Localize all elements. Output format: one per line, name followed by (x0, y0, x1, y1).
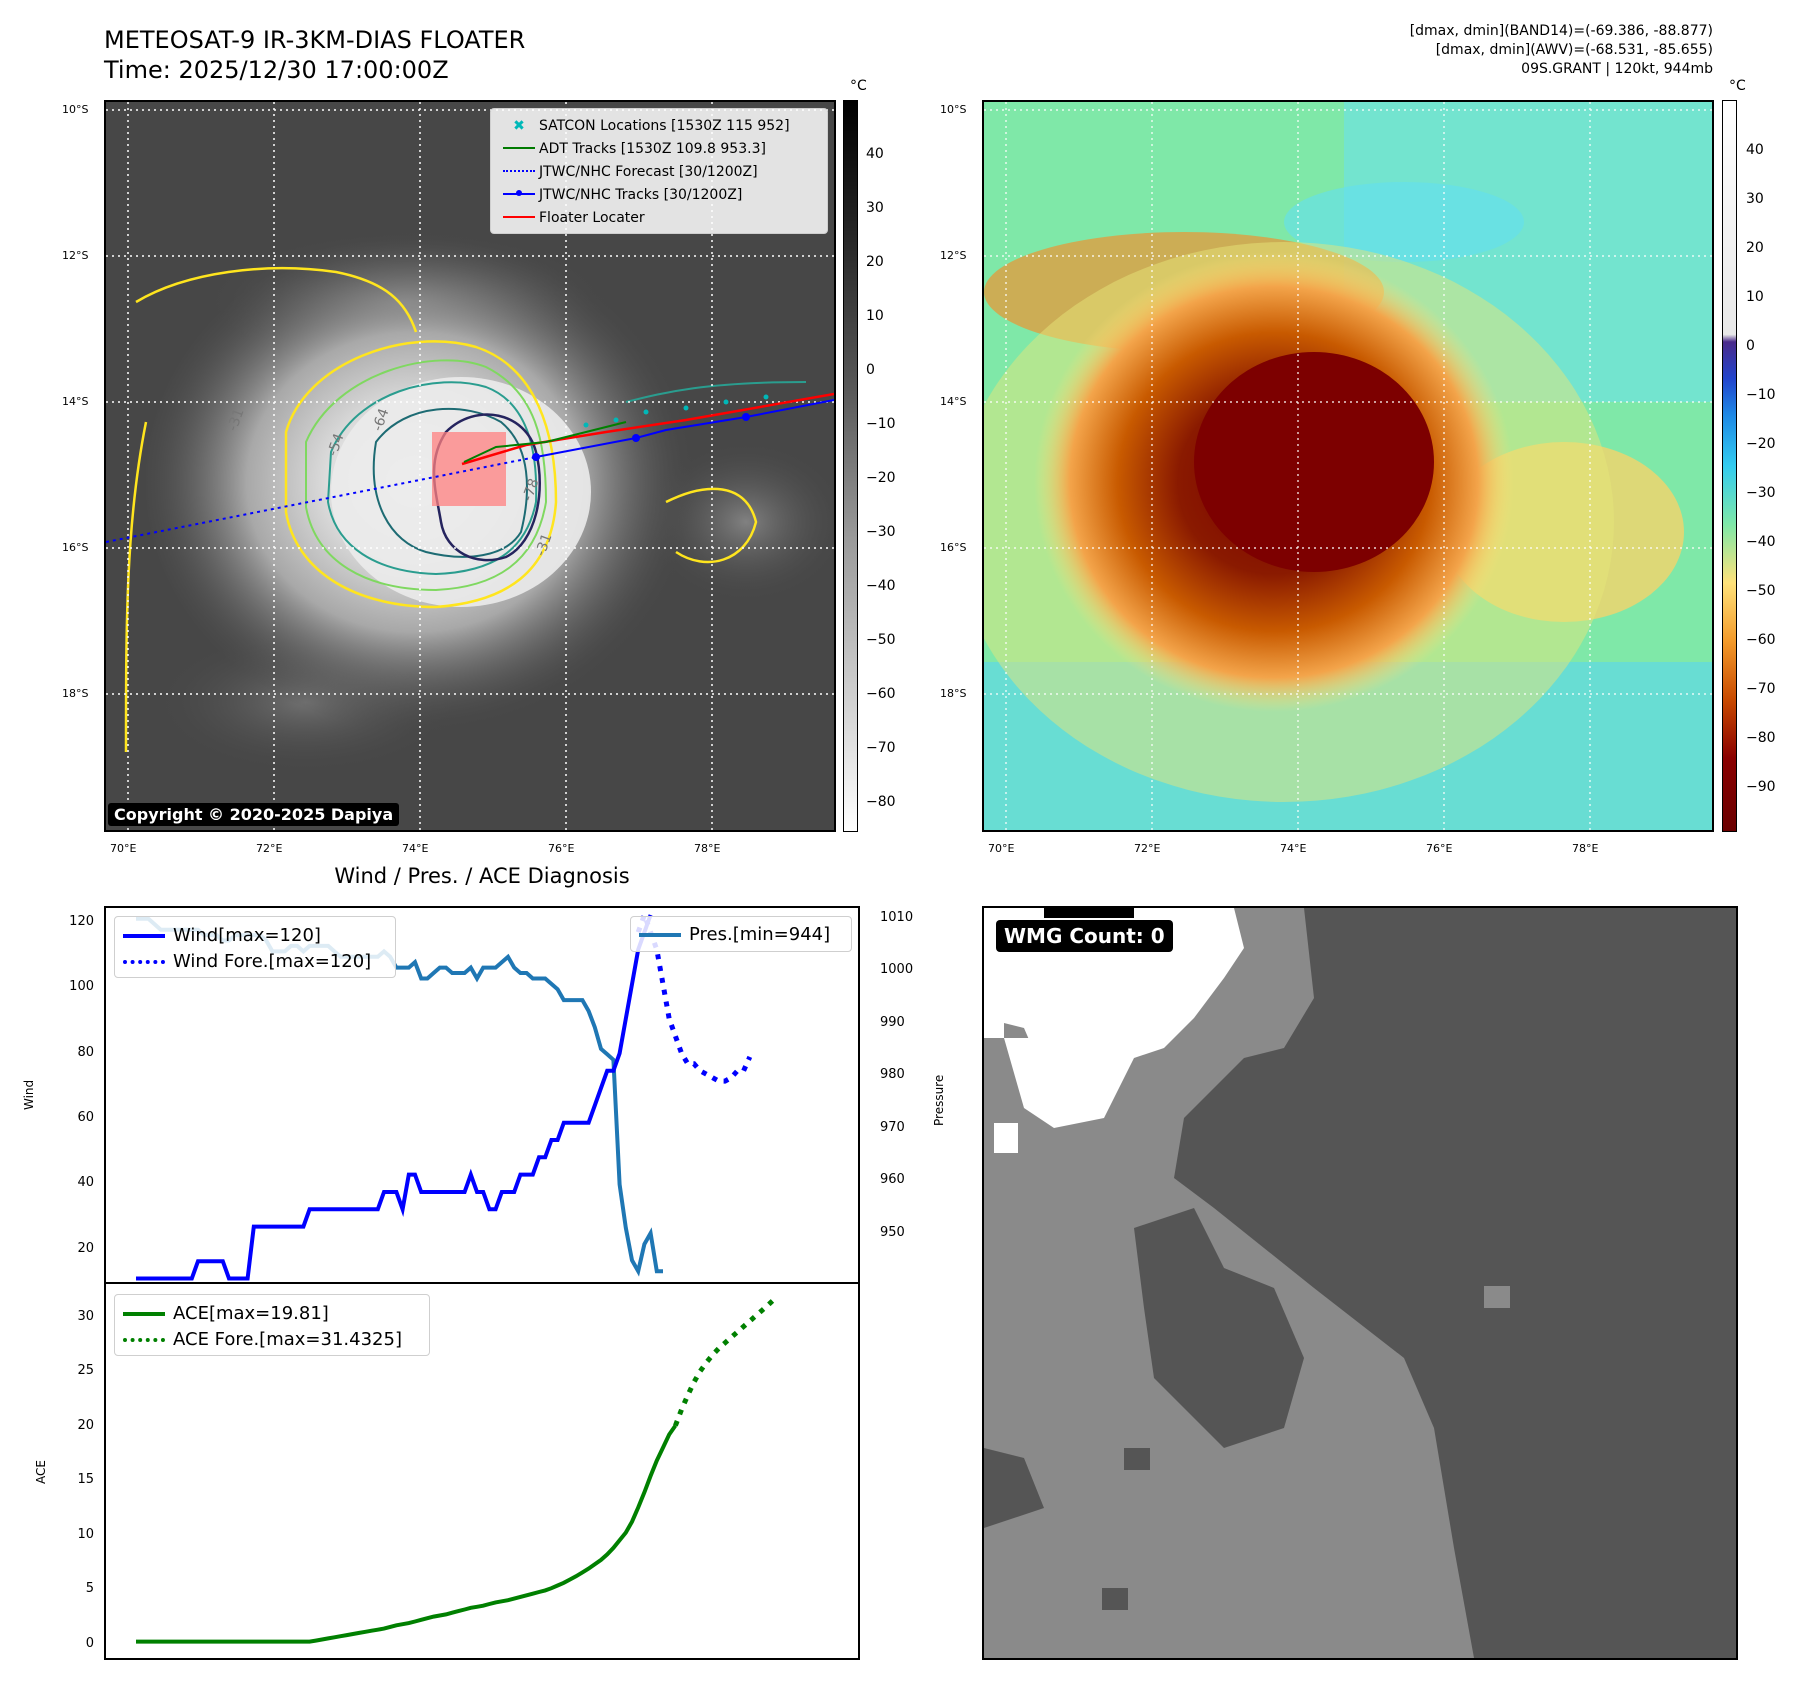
awv-colorbar-unit: °C (1729, 78, 1746, 94)
ace-line-icon (123, 1312, 165, 1316)
svg-text:-78: -78 (520, 476, 543, 503)
legend-ace-fore: ACE Fore.[max=31.4325] (123, 1327, 402, 1353)
adt-track (463, 421, 627, 463)
ir-lat-label: 12°S (62, 249, 89, 262)
svg-text:-31: -31 (533, 531, 556, 558)
ace-series-line (136, 1424, 678, 1644)
ir-lat-label: 16°S (62, 541, 89, 554)
awv-lon-label: 76°E (1426, 842, 1453, 855)
ace-y-ticks: 30 25 20 15 10 5 0 (77, 1309, 94, 1651)
legend-ace: ACE[max=19.81] (123, 1301, 402, 1327)
awv-colorbar-ticks: 40 30 20 10 0 −10 −20 −30 −40 −50 −60 −7… (1746, 142, 1776, 795)
awv-lat-label: 12°S (940, 249, 967, 262)
floater-locater-track (461, 392, 834, 466)
wmg-image (984, 908, 1736, 1658)
ace-y-label: ACE (34, 1460, 48, 1484)
ir-lon-label: 76°E (548, 842, 575, 855)
wind-fore-line-icon (123, 960, 165, 964)
ir-legend: ✖ SATCON Locations [1530Z 115 952] ADT Tr… (490, 108, 828, 234)
band14-range: [dmax, dmin](BAND14)=(-69.386, -88.877) (1409, 23, 1713, 39)
wind-forecast-series-line (635, 908, 753, 1084)
svg-text:-54: -54 (325, 431, 348, 458)
legend-floater: Floater Locater (499, 207, 790, 230)
adt-line-icon (503, 147, 535, 149)
awv-lat-label: 14°S (940, 395, 967, 408)
ace-fore-line-icon (123, 1338, 165, 1342)
contour-labels: -54 -64 -78 -31 -31 (225, 406, 556, 558)
ir-colorbar-unit: °C (850, 78, 867, 94)
satcon-markers (583, 394, 769, 428)
awv-lat-label: 10°S (940, 103, 967, 116)
satcon-marker-icon: ✖ (513, 118, 525, 134)
legend-tracks: JTWC/NHC Tracks [30/1200Z] (499, 184, 790, 207)
ir-legend-list: ✖ SATCON Locations [1530Z 115 952] ADT Tr… (499, 115, 790, 230)
awv-gridlines (984, 102, 1712, 830)
ir-lon-label: 74°E (402, 842, 429, 855)
wind-series-line (136, 914, 653, 1281)
figure-title: METEOSAT-9 IR-3KM-DIAS FLOATER (104, 26, 526, 54)
legend-forecast: JTWC/NHC Forecast [30/1200Z] (499, 161, 790, 184)
awv-lon-label: 70°E (988, 842, 1015, 855)
awv-lon-label: 74°E (1280, 842, 1307, 855)
ir-lat-label: 10°S (62, 103, 89, 116)
wind-pressure-plot[interactable]: Wind[max=120] Wind Fore.[max=120] Pres.[… (104, 906, 860, 1284)
ace-legend: ACE[max=19.81] ACE Fore.[max=31.4325] (114, 1294, 430, 1356)
wmg-count-label: WMG Count: 0 (996, 920, 1173, 952)
ir-lon-label: 78°E (694, 842, 721, 855)
ir-lon-label: 72°E (256, 842, 283, 855)
awv-map-image (984, 102, 1712, 830)
wmg-panel[interactable]: WMG Count: 0 (982, 906, 1738, 1660)
ace-svg (136, 1297, 777, 1644)
ace-plot[interactable]: ACE[max=19.81] ACE Fore.[max=31.4325] (104, 1282, 860, 1660)
awv-colorbar (1722, 100, 1737, 832)
awv-lat-label: 18°S (940, 687, 967, 700)
pressure-y-ticks: 1010 1000 990 980 970 960 950 (880, 910, 914, 1240)
legend-adt: ADT Tracks [1530Z 109.8 953.3] (499, 138, 790, 161)
ir-lat-label: 14°S (62, 395, 89, 408)
ir-lon-label: 70°E (110, 842, 137, 855)
forecast-line-icon (503, 170, 535, 172)
copyright-label: Copyright © 2020-2025 Dapiya (108, 803, 400, 826)
legend-pressure: Pres.[min=944] (639, 923, 830, 947)
storm-summary: 09S.GRANT | 120kt, 944mb (1521, 61, 1713, 77)
track-line-icon (503, 190, 535, 196)
awv-lon-label: 78°E (1572, 842, 1599, 855)
awv-map-panel[interactable] (982, 100, 1714, 832)
header-stats: [dmax, dmin](BAND14)=(-69.386, -88.877) … (1410, 22, 1713, 79)
observed-track (535, 399, 834, 458)
awv-lon-label: 72°E (1134, 842, 1161, 855)
pressure-line-icon (639, 933, 681, 937)
pressure-y-label: Pressure (932, 1074, 946, 1126)
floater-line-icon (503, 216, 535, 218)
wind-legend: Wind[max=120] Wind Fore.[max=120] (114, 916, 396, 978)
awv-lat-label: 16°S (940, 541, 967, 554)
wind-y-label: Wind (22, 1079, 36, 1110)
forecast-track (106, 456, 537, 543)
ir-colorbar (843, 100, 858, 832)
ir-colorbar-ticks: 40 30 20 10 0 −10 −20 −30 −40 −50 −60 −7… (866, 146, 896, 810)
pressure-legend: Pres.[min=944] (630, 916, 852, 952)
ir-lat-label: 18°S (62, 687, 89, 700)
ace-forecast-series-line (673, 1297, 777, 1427)
figure-time: Time: 2025/12/30 17:00:00Z (104, 56, 449, 84)
legend-satcon: ✖ SATCON Locations [1530Z 115 952] (499, 115, 789, 138)
wind-line-icon (123, 934, 165, 938)
wind-y-ticks: 120 100 80 60 40 20 (69, 914, 94, 1256)
ir-map-panel[interactable]: -54 -64 -78 -31 -31 ✖ SATCON Locations [1… (104, 100, 836, 832)
legend-wind-fore: Wind Fore.[max=120] (123, 949, 371, 975)
legend-wind: Wind[max=120] (123, 923, 371, 949)
svg-text:-64: -64 (370, 406, 393, 433)
awv-range: [dmax, dmin](AWV)=(-68.531, -85.655) (1435, 42, 1713, 58)
svg-text:-31: -31 (225, 406, 248, 433)
diagnosis-title: Wind / Pres. / ACE Diagnosis (334, 864, 630, 888)
